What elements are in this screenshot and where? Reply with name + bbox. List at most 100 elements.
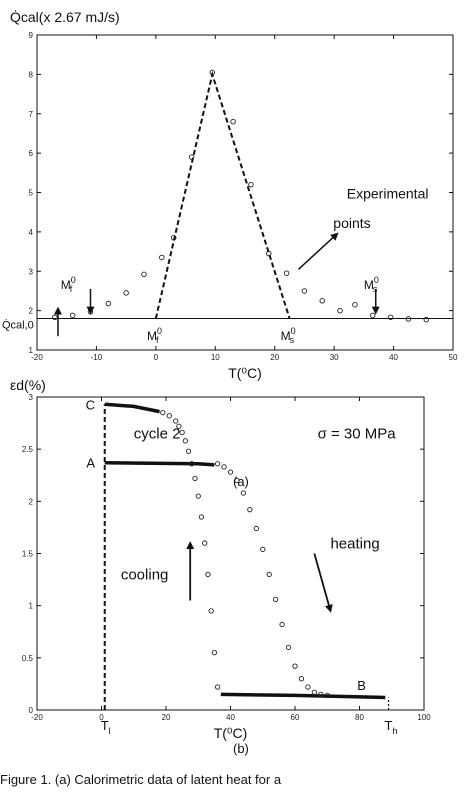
x-tick-label-a: 10 xyxy=(211,353,220,362)
x-axis-label-a: T(⁰C) xyxy=(228,365,262,381)
data-point-cooling xyxy=(179,429,185,436)
data-point-cooling xyxy=(211,649,218,656)
baseline-label: Q̇cal,0 xyxy=(2,319,34,332)
data-point-a xyxy=(141,271,147,278)
data-point-cooling xyxy=(202,540,208,546)
annotation-arrow-a xyxy=(297,232,339,270)
x-tick-label-a: 40 xyxy=(389,353,398,362)
data-point-cooling xyxy=(214,684,221,690)
data-point-heating xyxy=(260,546,266,552)
y-tick-label-a: 2 xyxy=(29,307,34,316)
data-point-heating xyxy=(305,684,311,690)
transition-label-a: M0 s xyxy=(364,275,379,294)
transition-label-a: M0 f xyxy=(147,326,162,345)
x-tick-label-b: 60 xyxy=(291,713,300,722)
y-tick-label-b: 2.5 xyxy=(22,445,34,454)
data-point-heating xyxy=(266,571,272,578)
data-point-cooling xyxy=(195,493,201,499)
x-tick-label-b: 0 xyxy=(99,713,104,722)
y-tick-label-b: 3 xyxy=(29,393,34,402)
data-point-heating xyxy=(285,644,292,651)
data-point-a xyxy=(230,118,236,125)
stress-label: σ = 30 MPa xyxy=(318,426,397,443)
data-point-heating xyxy=(247,507,253,513)
data-point-cooling xyxy=(189,461,195,467)
x-tick-label-a: -10 xyxy=(91,353,103,362)
data-point-a xyxy=(283,270,290,276)
data-point-heating xyxy=(272,596,279,603)
y-tick-label-a: 6 xyxy=(29,149,34,158)
data-point-cooling xyxy=(182,438,189,444)
data-point-heating xyxy=(298,676,305,682)
x-tick-label-a: 30 xyxy=(330,353,339,362)
special-tick-label: Th xyxy=(385,718,398,736)
data-point-cooling xyxy=(173,418,179,424)
annotation-text-a: Experimental xyxy=(347,185,429,201)
x-tick-label-b: 80 xyxy=(355,713,364,722)
direction-arrow-heating xyxy=(313,553,333,613)
y-tick-label-a: 3 xyxy=(29,267,34,276)
data-point-heating xyxy=(253,525,259,532)
y-tick-label-b: 0.5 xyxy=(22,654,34,663)
figure-caption: Figure 1. (a) Calorimetric data of laten… xyxy=(0,772,282,787)
data-point-cooling xyxy=(160,409,166,416)
strain-line xyxy=(104,460,215,467)
data-point-a xyxy=(301,288,308,294)
data-point-heating xyxy=(221,464,227,470)
data-point-cooling xyxy=(192,475,198,482)
data-point-a xyxy=(337,307,343,314)
data-point-a xyxy=(352,301,358,308)
y-tick-label-b: 0 xyxy=(29,706,34,715)
y-tick-label-a: 7 xyxy=(29,110,34,119)
cycle-label: cycle 2 xyxy=(134,426,181,443)
data-point-heating xyxy=(292,663,298,669)
data-point-heating xyxy=(279,621,285,628)
point-label: C xyxy=(86,397,95,412)
data-point-a xyxy=(248,181,254,188)
data-point-heating xyxy=(318,691,324,697)
data-point-heating xyxy=(234,477,240,484)
panel-b-label: (b) xyxy=(233,741,249,756)
panel-b-plot-frame xyxy=(36,396,425,711)
point-label: A xyxy=(86,456,95,471)
special-tick-label: Tl xyxy=(101,718,111,736)
x-tick-label-a: 50 xyxy=(449,353,458,362)
y-tick-label-a: 9 xyxy=(29,31,34,40)
data-point-cooling xyxy=(208,608,214,614)
strain-line xyxy=(220,692,386,700)
y-tick-label-a: 4 xyxy=(29,228,34,237)
data-point-a xyxy=(170,235,177,241)
y-tick-label-b: 1 xyxy=(29,602,34,611)
data-point-cooling xyxy=(198,514,205,520)
x-tick-label-b: 20 xyxy=(162,713,171,722)
x-tick-label-b: 100 xyxy=(417,713,431,722)
data-point-heating xyxy=(240,490,247,496)
data-point-a xyxy=(423,316,430,323)
data-point-a xyxy=(209,69,216,76)
data-point-a xyxy=(266,250,272,257)
panel-a-label: (a) xyxy=(233,474,249,489)
x-tick-label-b: 40 xyxy=(226,713,235,722)
data-point-a xyxy=(370,312,376,319)
x-axis-label-b: T(⁰C) xyxy=(214,725,248,741)
x-tick-label-a: -20 xyxy=(31,353,43,362)
y-tick-label-a: 1 xyxy=(29,346,34,355)
dashed-peak-line xyxy=(154,70,291,319)
x-tick-label-a: 0 xyxy=(154,353,159,362)
data-point-a xyxy=(159,254,165,261)
y-axis-label-b: εd(%) xyxy=(10,377,46,393)
data-point-a xyxy=(123,290,129,296)
y-tick-label-b: 2 xyxy=(29,497,34,506)
strain-line xyxy=(104,402,160,414)
y-tick-label-a: 8 xyxy=(29,70,34,79)
data-point-heating xyxy=(227,469,234,475)
data-point-cooling xyxy=(176,423,182,429)
data-point-a xyxy=(105,300,112,307)
y-tick-label-b: 1.5 xyxy=(22,550,34,559)
annotation-text-a: points xyxy=(333,215,370,231)
data-point-a xyxy=(387,314,394,321)
y-tick-label-a: 5 xyxy=(29,189,34,198)
data-point-heating xyxy=(324,692,330,699)
data-point-cooling xyxy=(185,448,192,454)
